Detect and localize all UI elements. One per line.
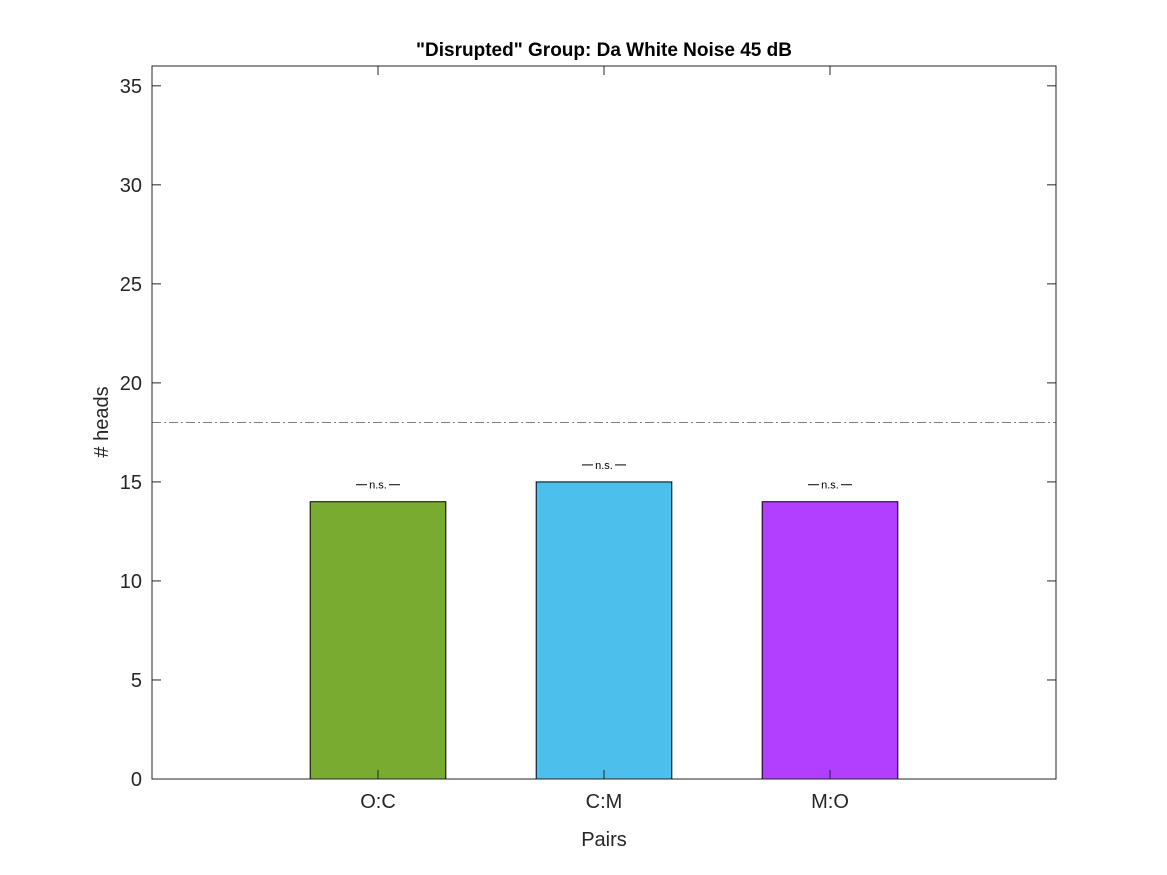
y-tick-label: 25 xyxy=(120,274,142,296)
chart-title: "Disrupted" Group: Da White Noise 45 dB xyxy=(416,40,792,61)
bar-cm xyxy=(535,481,673,780)
y-tick-label: 5 xyxy=(131,670,142,692)
bar-mo xyxy=(761,501,899,780)
significance-label: n.s. xyxy=(821,480,839,492)
y-tick-label: 15 xyxy=(120,472,142,494)
axes-box xyxy=(151,65,1057,780)
y-tick-label: 20 xyxy=(120,373,142,395)
bar-oc xyxy=(309,501,447,780)
y-axis-label: # heads xyxy=(91,386,113,457)
x-tick-label: C:M xyxy=(586,791,623,813)
x-axis-label: Pairs xyxy=(581,829,627,851)
x-tick-label: O:C xyxy=(360,791,396,813)
y-tick-label: 35 xyxy=(120,76,142,98)
y-tick-label: 30 xyxy=(120,175,142,197)
significance-label: n.s. xyxy=(595,460,613,472)
x-tick-label: M:O xyxy=(811,791,849,813)
y-tick-label: 10 xyxy=(120,571,142,593)
y-tick-label: 0 xyxy=(131,769,142,791)
significance-label: n.s. xyxy=(369,480,387,492)
chart-marks: 0 5 10 15 20 25 30 35 O:C n.s. C:M n.s. M:O n.s. xyxy=(120,66,1056,813)
